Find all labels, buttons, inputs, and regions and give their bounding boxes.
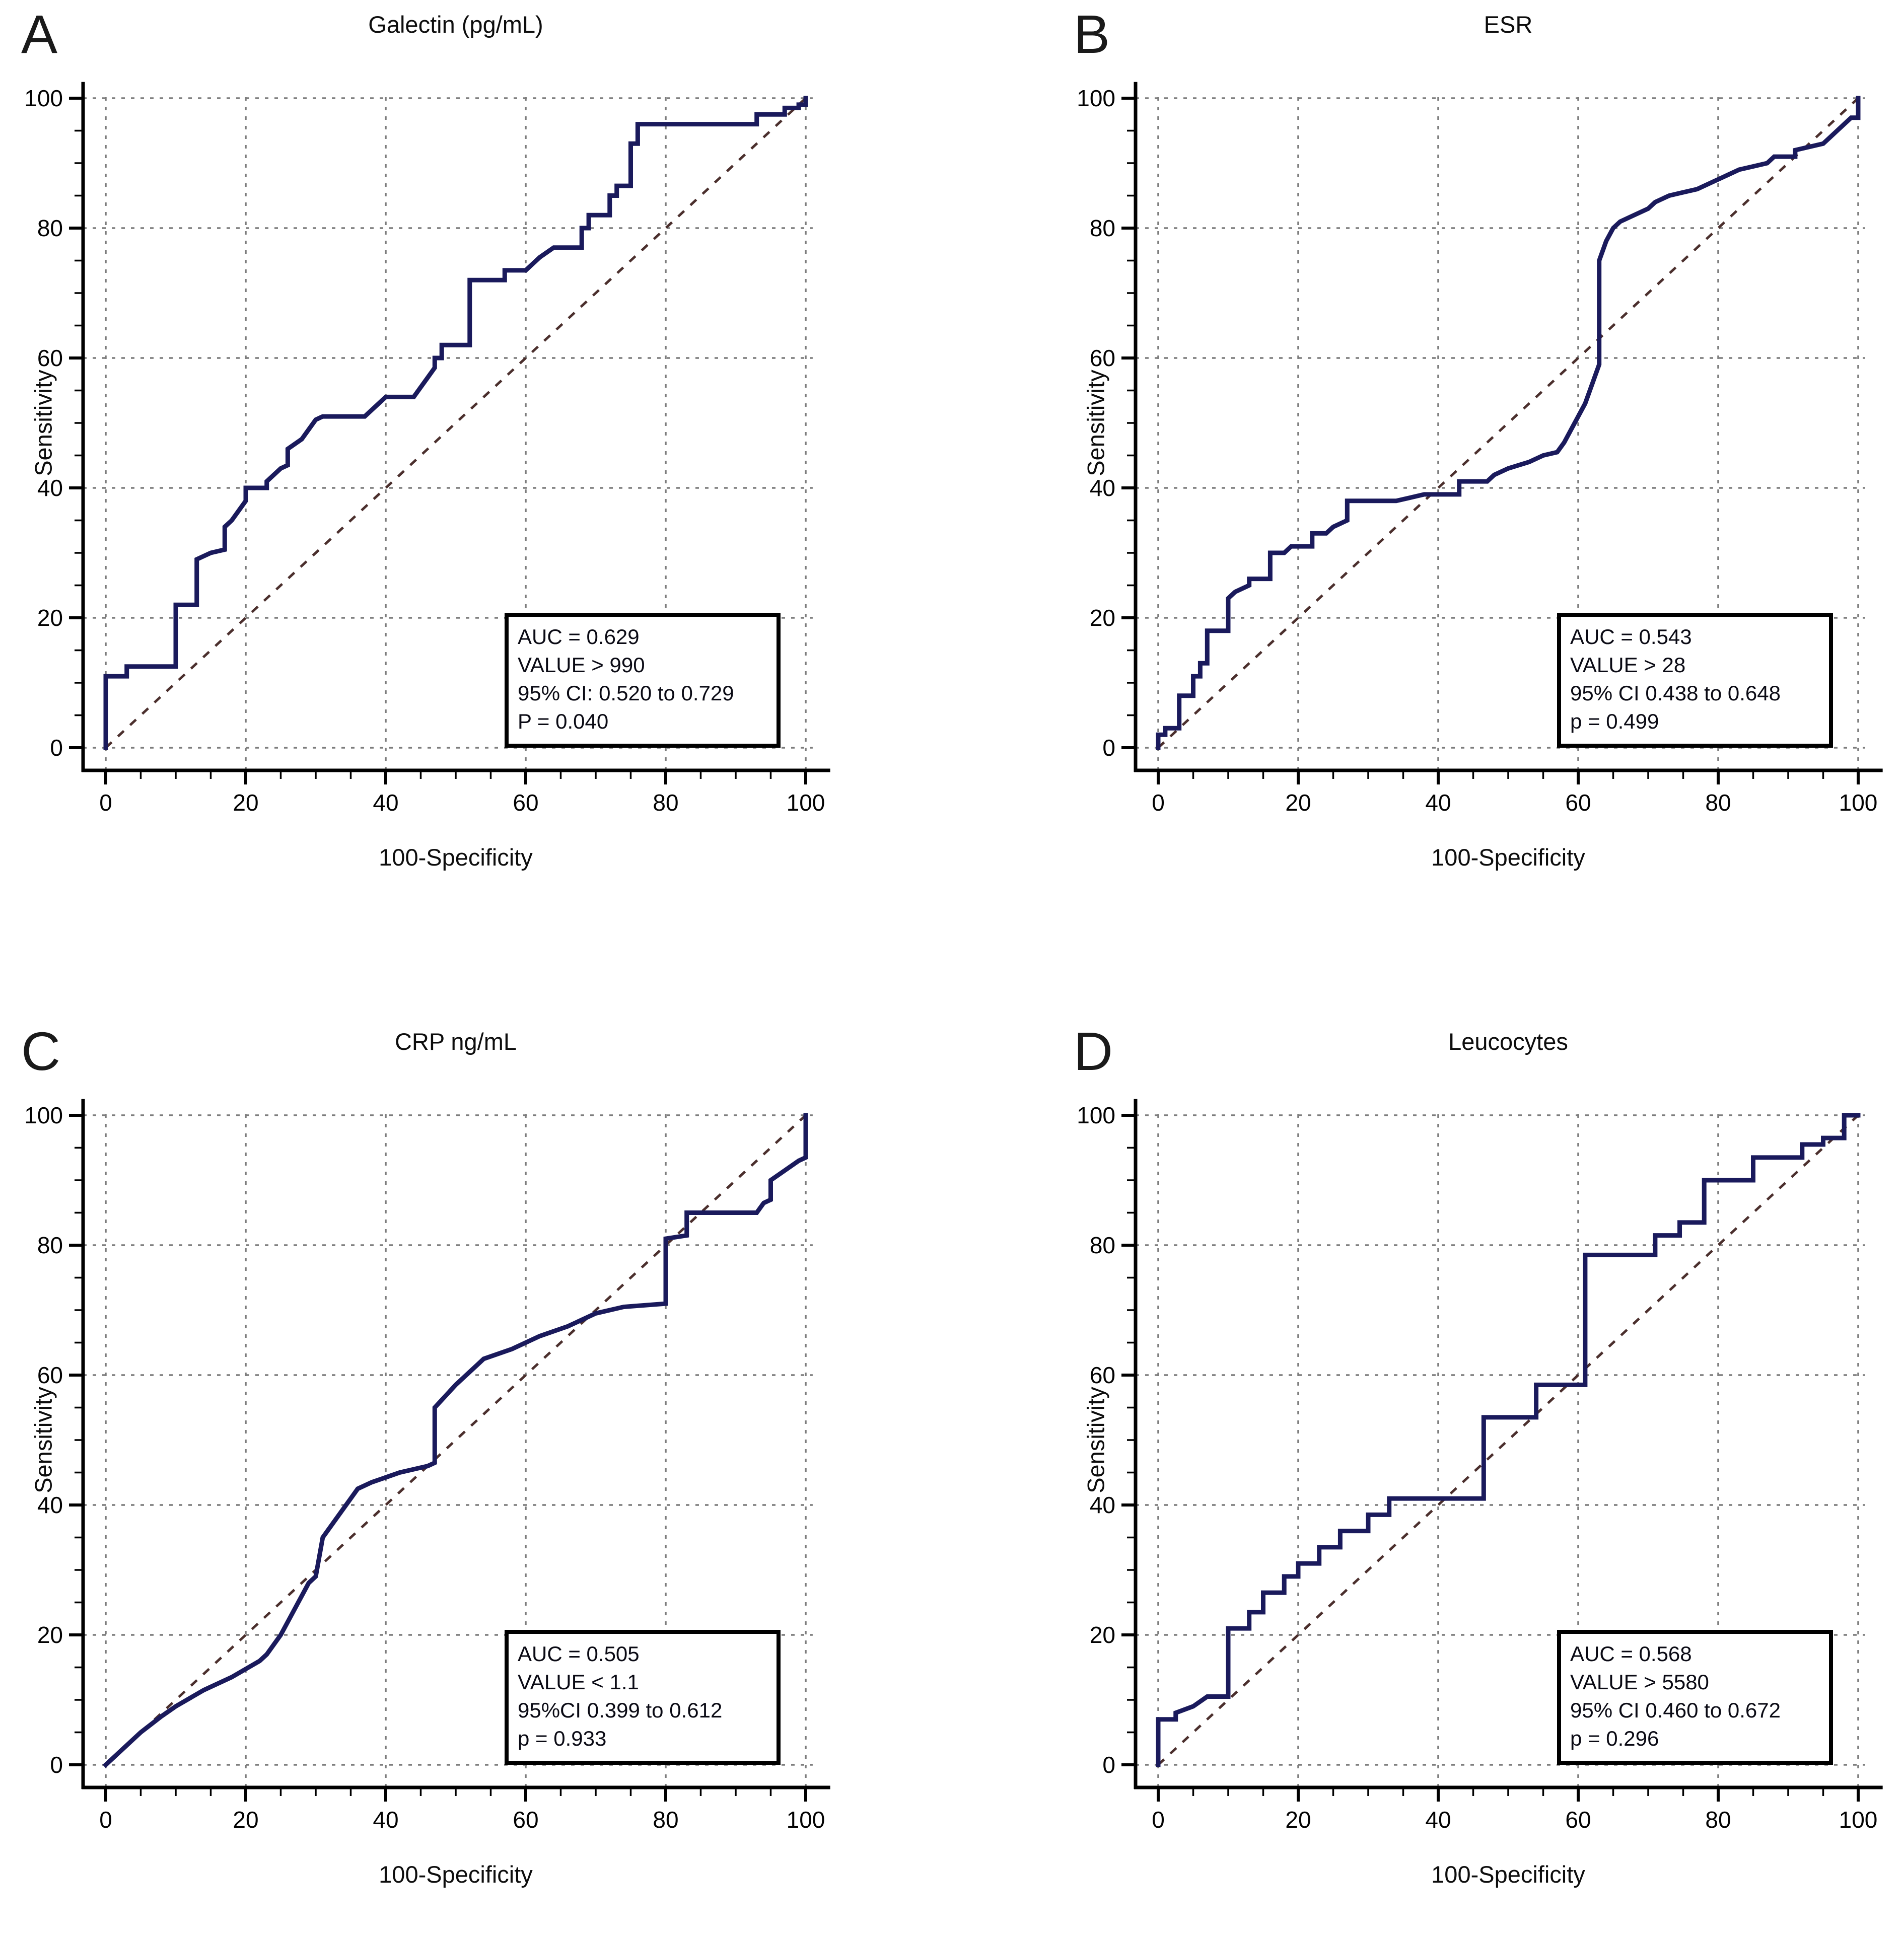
- svg-text:100: 100: [787, 790, 825, 816]
- roc-chart-a: 0 0 20 20 40 40 60 60 80 80 100 100: [24, 82, 830, 816]
- svg-text:20: 20: [37, 605, 63, 631]
- svg-text:20: 20: [1285, 790, 1311, 816]
- svg-text:60: 60: [37, 345, 63, 371]
- cutoff-value: VALUE > 28: [1570, 653, 1686, 677]
- auc-value: AUC = 0.629: [518, 625, 640, 649]
- x-axis-label-c: 100-Specificity: [379, 1861, 533, 1888]
- svg-text:20: 20: [1090, 1622, 1115, 1648]
- svg-text:60: 60: [1090, 1362, 1115, 1388]
- svg-text:20: 20: [37, 1622, 63, 1648]
- svg-text:80: 80: [1705, 1807, 1731, 1833]
- cutoff-value: VALUE > 990: [518, 653, 645, 677]
- stats-box-d: AUC = 0.568 VALUE > 5580 95% CI 0.460 to…: [1557, 1630, 1833, 1765]
- svg-text:40: 40: [373, 790, 398, 816]
- svg-text:0: 0: [1152, 1807, 1165, 1833]
- svg-text:100: 100: [1839, 1807, 1878, 1833]
- confidence-interval: 95%CI 0.399 to 0.612: [518, 1698, 723, 1722]
- svg-text:0: 0: [50, 735, 63, 761]
- svg-text:20: 20: [233, 1807, 258, 1833]
- roc-chart-d: 0 0 20 20 40 40 60 60 80 80 100 100: [1077, 1099, 1883, 1833]
- panel-letter-c: C: [21, 1021, 61, 1082]
- svg-text:80: 80: [1090, 1232, 1115, 1258]
- x-axis-label-b: 100-Specificity: [1431, 844, 1585, 871]
- svg-text:80: 80: [653, 1807, 678, 1833]
- panel-b: B ESR Sensitivity 0 0 20 20 40 40 60 60 80 80 100 1…: [1073, 4, 1904, 919]
- p-value: p = 0.296: [1570, 1727, 1659, 1750]
- svg-text:0: 0: [1102, 1752, 1115, 1778]
- svg-text:0: 0: [1152, 790, 1165, 816]
- svg-text:60: 60: [513, 790, 538, 816]
- svg-text:60: 60: [37, 1362, 63, 1388]
- panel-title-b: ESR: [1484, 11, 1533, 38]
- x-axis-label-a: 100-Specificity: [379, 844, 533, 871]
- auc-value: AUC = 0.505: [518, 1642, 640, 1666]
- stats-box-c: AUC = 0.505 VALUE < 1.1 95%CI 0.399 to 0…: [505, 1630, 781, 1765]
- auc-value: AUC = 0.568: [1570, 1642, 1692, 1666]
- roc-chart-c: 0 0 20 20 40 40 60 60 80 80 100 100: [24, 1099, 830, 1833]
- panel-letter-b: B: [1074, 4, 1111, 64]
- panel-letter-a: A: [21, 4, 59, 64]
- panel-d: D Leucocytes Sensitivity 0 0 20 20 40 40 60 60 8…: [1073, 1021, 1904, 1936]
- confidence-interval: 95% CI 0.438 to 0.648: [1570, 681, 1781, 705]
- svg-text:60: 60: [513, 1807, 538, 1833]
- svg-text:40: 40: [1425, 790, 1451, 816]
- svg-text:60: 60: [1565, 1807, 1591, 1833]
- confidence-interval: 95% CI 0.460 to 0.672: [1570, 1698, 1781, 1722]
- svg-text:40: 40: [37, 1492, 63, 1518]
- svg-text:0: 0: [50, 1752, 63, 1778]
- stats-box-b: AUC = 0.543 VALUE > 28 95% CI 0.438 to 0…: [1557, 613, 1833, 748]
- x-axis-label-d: 100-Specificity: [1431, 1861, 1585, 1888]
- panel-title-c: CRP ng/mL: [394, 1028, 517, 1055]
- svg-text:0: 0: [99, 1807, 112, 1833]
- svg-text:100: 100: [24, 1102, 63, 1128]
- p-value: p = 0.933: [518, 1727, 607, 1750]
- svg-text:60: 60: [1565, 790, 1591, 816]
- panel-c: C CRP ng/mL Sensitivity 0 0 20 20 40 40 60 60 80…: [20, 1021, 866, 1936]
- roc-chart-b: 0 0 20 20 40 40 60 60 80 80 100 100: [1077, 82, 1883, 816]
- svg-text:40: 40: [1090, 475, 1115, 501]
- svg-text:60: 60: [1090, 345, 1115, 371]
- stats-box-a: AUC = 0.629 VALUE > 990 95% CI: 0.520 to…: [505, 613, 781, 748]
- svg-text:40: 40: [1425, 1807, 1451, 1833]
- svg-text:80: 80: [37, 215, 63, 241]
- p-value: P = 0.040: [518, 709, 609, 733]
- svg-text:0: 0: [1102, 735, 1115, 761]
- svg-text:100: 100: [1839, 790, 1878, 816]
- svg-text:100: 100: [787, 1807, 825, 1833]
- confidence-interval: 95% CI: 0.520 to 0.729: [518, 681, 734, 705]
- svg-text:100: 100: [24, 85, 63, 111]
- svg-text:20: 20: [1285, 1807, 1311, 1833]
- svg-text:40: 40: [373, 1807, 398, 1833]
- svg-text:100: 100: [1077, 85, 1115, 111]
- svg-text:20: 20: [1090, 605, 1115, 631]
- panel-title-d: Leucocytes: [1448, 1028, 1568, 1055]
- svg-text:20: 20: [233, 790, 258, 816]
- auc-value: AUC = 0.543: [1570, 625, 1692, 649]
- panel-letter-d: D: [1074, 1021, 1114, 1082]
- panel-title-a: Galectin (pg/mL): [368, 11, 543, 38]
- svg-text:80: 80: [37, 1232, 63, 1258]
- svg-text:100: 100: [1077, 1102, 1115, 1128]
- svg-text:0: 0: [99, 790, 112, 816]
- svg-text:80: 80: [653, 790, 678, 816]
- cutoff-value: VALUE > 5580: [1570, 1670, 1709, 1694]
- svg-text:40: 40: [1090, 1492, 1115, 1518]
- panel-a: A Galectin (pg/mL) Sensitivity 0 0 20 20 40 4…: [20, 4, 866, 919]
- roc-figure: A Galectin (pg/mL) Sensitivity 0 0 20 20 40 4…: [20, 4, 1904, 1888]
- svg-text:40: 40: [37, 475, 63, 501]
- cutoff-value: VALUE < 1.1: [518, 1670, 639, 1694]
- svg-text:80: 80: [1090, 215, 1115, 241]
- p-value: p = 0.499: [1570, 709, 1659, 733]
- svg-text:80: 80: [1705, 790, 1731, 816]
